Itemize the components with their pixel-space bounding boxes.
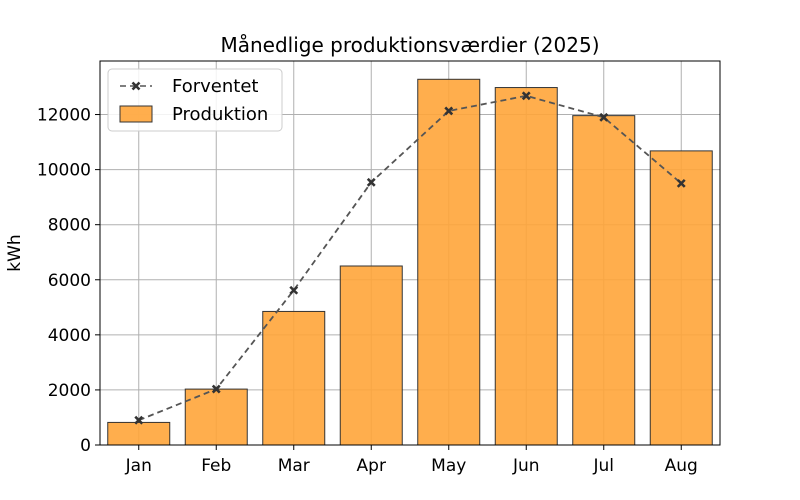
x-tick-label: Aug xyxy=(665,456,698,476)
line-series-expected xyxy=(134,91,686,425)
y-axis-ticks: 0 2000 4000 6000 8000 10000 12000 xyxy=(37,106,100,456)
bar-jul xyxy=(572,115,636,446)
expected-point-jul xyxy=(599,112,609,122)
expected-point-feb xyxy=(211,384,221,394)
x-tick-label: Feb xyxy=(201,456,231,476)
plot-frame xyxy=(99,60,721,446)
y-tick-label: 4000 xyxy=(48,326,91,346)
legend-label-production: Produktion xyxy=(172,104,268,125)
bar-jun xyxy=(494,87,558,446)
x-tick-label: May xyxy=(431,456,466,476)
y-tick-label: 10000 xyxy=(37,161,91,181)
x-tick-label: Mar xyxy=(278,456,310,476)
y-tick-label: 6000 xyxy=(48,271,91,291)
x-tick-label: Jul xyxy=(592,456,614,476)
expected-point-may xyxy=(444,106,454,116)
x-tick-label: Apr xyxy=(357,456,386,476)
x-tick-label: Jan xyxy=(125,456,152,476)
legend-bar-swatch xyxy=(119,105,153,123)
bar-may xyxy=(417,78,481,446)
legend-marker-x-icon xyxy=(131,81,141,91)
expected-point-jun xyxy=(521,91,531,101)
expected-point-mar xyxy=(289,285,299,295)
expected-point-jan xyxy=(134,415,144,425)
expected-point-apr xyxy=(366,177,376,187)
y-tick-label: 8000 xyxy=(48,216,91,236)
chart-legend: Forventet Produktion xyxy=(107,68,283,132)
y-axis-label: kWh xyxy=(5,234,25,271)
y-tick-label: 2000 xyxy=(48,381,91,401)
bar-mar xyxy=(262,310,326,446)
expected-point-aug xyxy=(676,178,686,188)
bar-feb xyxy=(184,388,248,446)
bar-aug xyxy=(649,150,713,446)
y-tick-label: 12000 xyxy=(37,106,91,126)
x-tick-label: Jun xyxy=(512,456,540,476)
y-tick-label: 0 xyxy=(80,436,91,456)
legend-label-expected: Forventet xyxy=(172,76,258,97)
x-axis-ticks: Jan Feb Mar Apr May Jun Jul Aug xyxy=(125,445,698,476)
bar-series-production xyxy=(107,78,713,446)
bar-apr xyxy=(339,265,403,446)
bar-jan xyxy=(107,421,171,446)
expected-line-path xyxy=(138,94,682,422)
chart-title: Månedlige produktionsværdier (2025) xyxy=(220,33,599,57)
